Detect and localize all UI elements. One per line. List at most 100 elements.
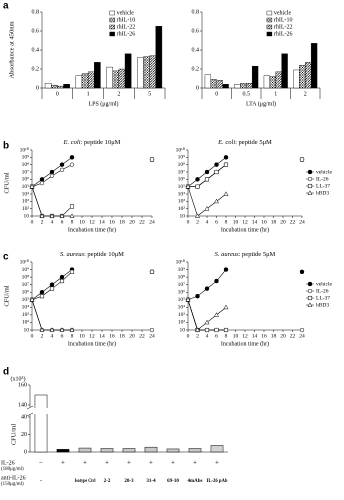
y-tick-label: 10⁷ <box>178 169 186 175</box>
x-tick-label: 12 <box>242 333 248 339</box>
x-tick-label: 4 <box>51 219 54 225</box>
bar <box>240 83 247 89</box>
x-tick-label: 16 <box>261 219 267 225</box>
x-tick-label: 6 <box>61 333 64 339</box>
series-line <box>187 299 226 331</box>
y-tick-label: 10¹⁰ <box>176 258 186 265</box>
legend-swatch <box>266 10 273 16</box>
y-axis-unit: (x10⁵) <box>10 375 25 382</box>
marker <box>195 184 200 189</box>
marker <box>149 327 155 333</box>
x-tick-label: 14 <box>252 333 258 339</box>
marker <box>59 167 65 172</box>
chart-title-text: : peptide 10μM <box>84 251 124 258</box>
x-axis-label: Incubation time (hr) <box>68 340 116 347</box>
bar <box>305 62 312 89</box>
y-tick-label: 10⁹ <box>22 155 30 161</box>
y-tick-label: 10⁷ <box>178 282 186 288</box>
x-tick-label: 22 <box>139 333 145 339</box>
bar <box>216 80 223 89</box>
marker <box>29 183 35 189</box>
y-axis-label: CFU/ml <box>3 172 10 194</box>
y-tick-label: 0.8 <box>192 9 200 15</box>
chart-title: E. coli: peptide 10μM <box>63 139 121 146</box>
x-tick-label: 0 <box>187 333 190 339</box>
marker <box>307 183 313 189</box>
marker <box>49 173 55 178</box>
y-tick-label: 0.2 <box>192 66 200 72</box>
bar <box>34 394 48 453</box>
x-tick-label: 18 <box>119 219 125 225</box>
legend-label: rhIL-22 <box>117 24 136 30</box>
row-cell: + <box>149 459 153 467</box>
marker <box>49 169 55 175</box>
marker <box>69 155 75 160</box>
legend-label: LL-37 <box>316 183 330 189</box>
y-tick-label: 20 <box>21 432 27 438</box>
series-line <box>31 186 73 217</box>
bar <box>269 76 276 89</box>
legend-label: rhIL-10 <box>117 17 136 23</box>
x-tick-label: 24 <box>299 219 305 225</box>
y-tick-label: 10³ <box>22 199 30 205</box>
row-cell: + <box>193 459 197 467</box>
x-tick-label: 16 <box>109 219 115 225</box>
marker <box>39 181 45 186</box>
marker <box>185 297 191 302</box>
x-tick-label: 0.5 <box>243 91 251 97</box>
x-tick-label: 8 <box>71 333 74 339</box>
chart-title-text: : peptide 5μM <box>239 251 276 258</box>
y-tick-label: 0 <box>24 449 27 455</box>
y-tick-label: 0.4 <box>32 47 40 53</box>
series-line <box>31 299 72 331</box>
y-tick-label: 10⁸ <box>22 162 30 168</box>
marker <box>59 274 65 280</box>
chart-title-italic: E. coli <box>217 139 235 146</box>
bar <box>51 84 58 89</box>
x-tick-label: 18 <box>271 219 277 225</box>
y-tick-label: 140 <box>18 402 27 408</box>
y-tick-label: 10¹⁰ <box>176 146 186 153</box>
marker <box>69 269 75 274</box>
series-line <box>187 299 226 331</box>
marker <box>299 157 305 162</box>
y-tick-label: 10⁴ <box>178 191 186 197</box>
bar <box>75 75 83 89</box>
bar <box>210 445 224 453</box>
chart-title-text: : peptide 5μM <box>235 139 272 146</box>
y-tick-label: 10 <box>24 213 30 219</box>
series-line <box>187 186 227 217</box>
series-line <box>188 164 227 187</box>
y-tick-label: 160 <box>18 382 27 388</box>
legend-label: IL-26 <box>316 176 329 182</box>
bar <box>122 448 136 453</box>
bar <box>137 57 144 89</box>
x-tick-label: 10 <box>79 333 85 339</box>
y-tick-label: 0 <box>196 85 199 91</box>
marker <box>195 177 200 182</box>
y-tick-label: 10⁵ <box>22 297 30 303</box>
marker <box>29 297 35 302</box>
series-line <box>31 299 72 331</box>
bar <box>281 53 288 89</box>
series-line <box>31 186 72 217</box>
bar <box>299 64 306 89</box>
chart-title: S. aureus: peptide 5μM <box>215 251 276 258</box>
marker <box>69 204 75 209</box>
y-tick-label: 10 <box>24 327 30 333</box>
legend-swatch <box>266 17 273 23</box>
x-tick-label: 2 <box>304 91 307 97</box>
x-axis-label: LPS (μg/ml) <box>88 100 118 107</box>
y-tick-label: 10² <box>178 320 186 326</box>
bar <box>124 53 132 89</box>
panel-label: d <box>3 367 9 378</box>
y-tick-label: 0.4 <box>192 47 200 53</box>
bar <box>222 83 229 89</box>
marker <box>307 176 313 182</box>
x-tick-label: 2 <box>196 333 199 339</box>
legend-swatch <box>109 10 115 16</box>
y-tick-label: 10² <box>22 206 30 212</box>
x-tick-label: 6 <box>215 219 218 225</box>
